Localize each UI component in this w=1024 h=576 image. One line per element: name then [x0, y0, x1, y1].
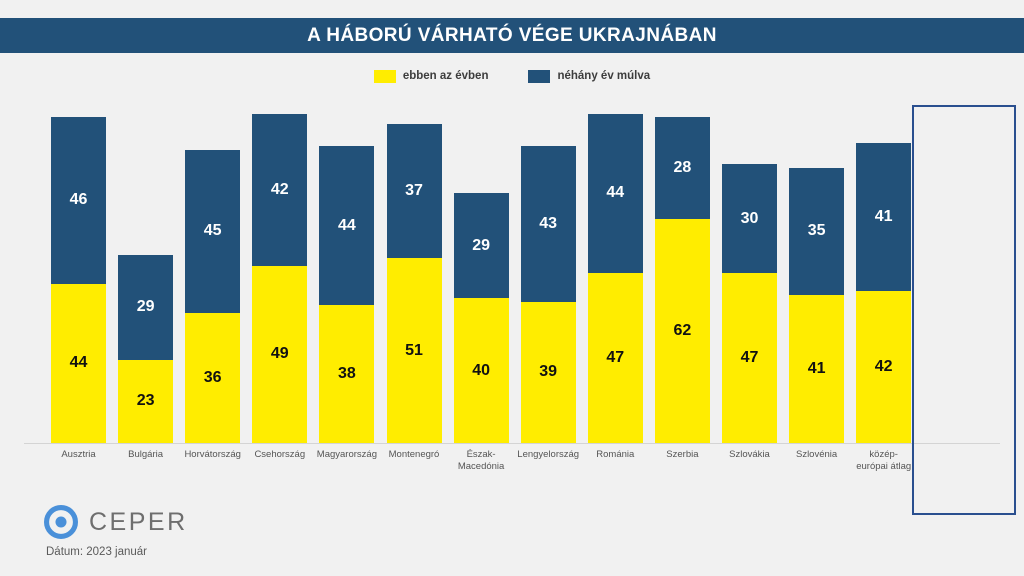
- bar-value-this-year: 40: [472, 361, 490, 379]
- bar-segment-this-year: 23: [118, 359, 174, 443]
- bar-value-in-a-few-years: 41: [874, 207, 893, 225]
- bar-segment-in-a-few-years: 44: [587, 113, 643, 273]
- bar-value-this-year: 62: [673, 321, 692, 339]
- bar-value-this-year: 47: [740, 348, 759, 366]
- bar-segment-in-a-few-years: 35: [789, 167, 845, 295]
- x-axis-label: Szlovénia: [795, 449, 838, 460]
- bar-segment-in-a-few-years: 44: [319, 146, 375, 306]
- x-axis-label: Horvátország: [184, 449, 241, 460]
- bar-segment-this-year: 62: [654, 218, 710, 443]
- bar-value-in-a-few-years: 37: [405, 182, 423, 200]
- bar-value-in-a-few-years: 29: [136, 298, 155, 316]
- bar-segment-in-a-few-years: 30: [722, 164, 777, 273]
- bar-value-this-year: 47: [606, 348, 625, 366]
- brand-name: CEPER: [89, 507, 188, 536]
- bar-segment-in-a-few-years: 37: [386, 124, 442, 259]
- bar-segment-this-year: 39: [520, 301, 576, 443]
- bar-segment-this-year: 42: [856, 290, 912, 443]
- legend-label-this_year: ebben az évben: [402, 70, 489, 82]
- bar-value-this-year: 49: [270, 345, 289, 363]
- bar-value-in-a-few-years: 45: [203, 222, 222, 240]
- bar-value-in-a-few-years: 35: [807, 222, 826, 240]
- x-axis-label: Szlovákia: [729, 449, 770, 460]
- bar-value-in-a-few-years: 43: [539, 214, 558, 232]
- bar-value-in-a-few-years: 46: [69, 191, 88, 209]
- footer: CEPER Dátum: 2023 január: [44, 505, 188, 558]
- bar-value-this-year: 44: [69, 354, 88, 372]
- x-axis-label: Bulgária: [128, 449, 164, 460]
- bar-segment-this-year: 38: [319, 305, 375, 443]
- x-axis-label: Magyarország: [316, 449, 377, 460]
- x-axis-label: Csehország: [254, 449, 306, 460]
- bar-value-in-a-few-years: 29: [472, 236, 490, 254]
- legend-item-in_a_few_years: néhány év múlva: [528, 69, 651, 83]
- legend-swatch-in_a_few_years: [528, 69, 551, 83]
- bar-segment-this-year: 47: [587, 272, 643, 443]
- bar-segment-in-a-few-years: 42: [252, 113, 308, 266]
- x-axis-label: Ausztria: [61, 449, 96, 460]
- bar-segment-this-year: 49: [252, 265, 308, 443]
- x-axis-label: közép-európai átlag: [856, 449, 912, 472]
- x-axis-label: Szerbia: [666, 449, 699, 460]
- bar-value-this-year: 39: [539, 363, 558, 381]
- x-axis-label: Románia: [596, 449, 635, 460]
- bar-value-this-year: 51: [405, 341, 423, 359]
- bar-segment-in-a-few-years: 43: [520, 146, 576, 302]
- bar-value-in-a-few-years: 28: [673, 158, 692, 176]
- bar-segment-this-year: 40: [453, 298, 509, 443]
- date-label: Dátum: 2023 január: [46, 546, 148, 558]
- bar-value-in-a-few-years: 44: [606, 184, 625, 202]
- highlight-box-average: [912, 105, 1016, 515]
- chart-title-bar: A HÁBORÚ VÁRHATÓ VÉGE UKRAJNÁBAN: [0, 18, 1024, 53]
- bar-value-in-a-few-years: 42: [270, 180, 289, 198]
- bar-value-this-year: 38: [337, 365, 356, 383]
- bar-segment-this-year: 44: [51, 283, 106, 443]
- bar-value-in-a-few-years: 44: [337, 216, 356, 234]
- legend-label-in_a_few_years: néhány év múlva: [557, 70, 651, 82]
- bar-value-in-a-few-years: 30: [740, 209, 759, 227]
- target-ring-icon: [44, 505, 78, 539]
- bar-value-this-year: 23: [136, 392, 155, 410]
- page-title: A HÁBORÚ VÁRHATÓ VÉGE UKRAJNÁBAN: [307, 24, 717, 46]
- bar-segment-this-year: 41: [789, 294, 845, 443]
- bar-segment-in-a-few-years: 29: [453, 193, 509, 299]
- x-axis-label: Észak- Macedónia: [457, 449, 505, 472]
- x-axis-label: Lengyelország: [517, 449, 580, 460]
- bar-segment-this-year: 47: [722, 272, 777, 443]
- bar-segment-this-year: 51: [386, 258, 442, 443]
- bar-segment-in-a-few-years: 28: [654, 117, 710, 219]
- bar-value-this-year: 36: [203, 368, 222, 386]
- bar-segment-this-year: 36: [185, 312, 241, 443]
- bar-value-this-year: 42: [874, 357, 893, 375]
- legend-swatch-this_year: [373, 69, 396, 83]
- bar-segment-in-a-few-years: 29: [118, 254, 174, 360]
- bar-segment-in-a-few-years: 41: [856, 142, 912, 291]
- bar-segment-in-a-few-years: 46: [51, 117, 106, 284]
- brand: CEPER: [44, 505, 188, 539]
- bar-value-this-year: 41: [807, 359, 826, 377]
- legend-item-this_year: ebben az évben: [373, 69, 489, 83]
- x-axis-line: [24, 443, 1000, 444]
- chart-legend: ebben az évben néhány év múlva: [0, 66, 1024, 86]
- x-axis-label: Montenegró: [388, 449, 440, 460]
- bar-segment-in-a-few-years: 45: [185, 149, 241, 313]
